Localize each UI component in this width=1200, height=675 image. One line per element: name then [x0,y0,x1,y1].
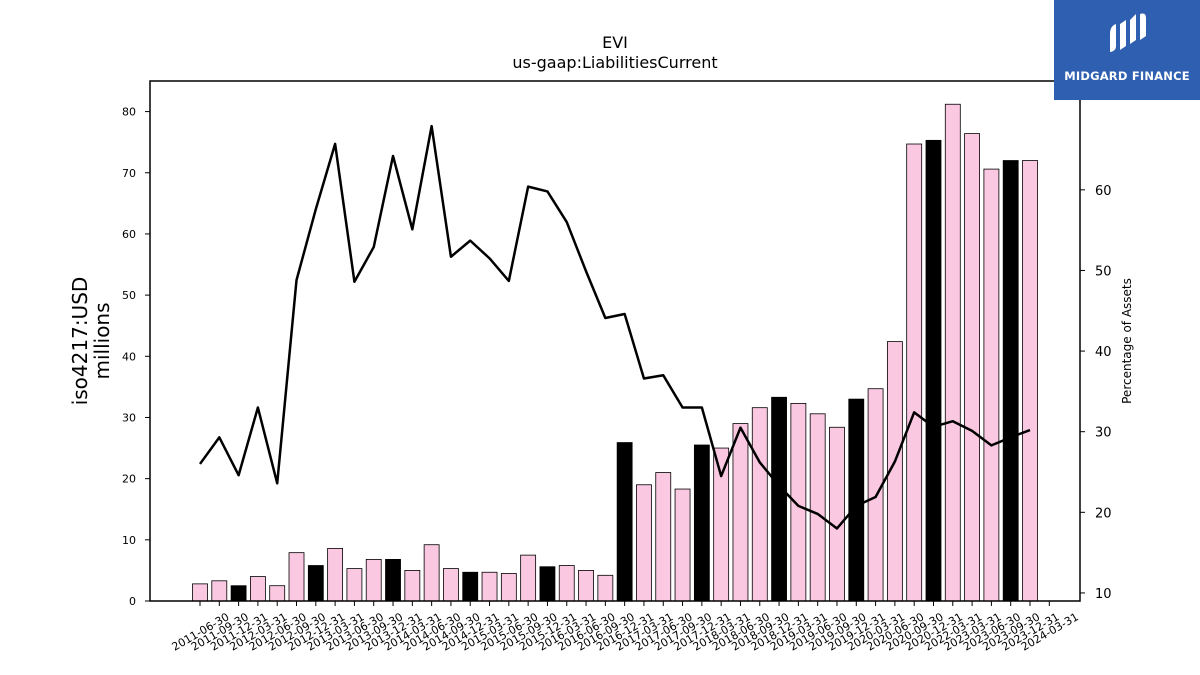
left-tick-label: 60 [122,228,136,241]
left-tick-label: 80 [122,106,136,119]
chart-subtitle: us-gaap:LiabilitiesCurrent [512,53,718,72]
bar [655,472,672,602]
left-tick-label: 40 [122,350,136,363]
midgard-finance-logo: MIDGARD FINANCE [1054,0,1200,100]
bar [520,554,537,602]
left-tick-label: 20 [122,473,136,486]
bar [713,447,730,602]
plot-frame [149,80,1081,602]
bar [500,573,517,602]
bar [288,552,305,602]
bar [307,565,324,602]
bar [983,168,1000,602]
right-tick-label: 40 [1095,345,1112,360]
bar [443,568,459,602]
bar [906,143,923,602]
left-tick-label: 0 [129,595,136,608]
bar [192,583,208,602]
right-tick-label: 50 [1095,264,1112,279]
bar [809,413,826,602]
bar [790,402,807,602]
bar [1002,160,1019,602]
bar [346,568,363,602]
left-tick-label: 10 [122,534,136,547]
bar [693,444,710,602]
bar [578,570,594,602]
bar [481,571,498,602]
bar [558,565,575,602]
bar [1022,160,1038,602]
bar [848,398,865,602]
bar [829,426,845,602]
bar [964,133,980,602]
bar [751,407,768,602]
chart-title: EVI [602,33,628,52]
bar [327,547,344,602]
right-tick-label: 10 [1095,587,1112,602]
right-tick-label: 60 [1095,184,1112,199]
right-axis-label: Percentage of Assets [1120,278,1134,404]
bar [636,484,652,602]
bar [365,559,382,602]
right-tick-label: 30 [1095,426,1112,441]
bar [385,559,401,602]
right-tick-label: 20 [1095,506,1112,521]
left-tick-label: 30 [122,411,136,424]
bar [616,442,633,602]
logo-text: MIDGARD FINANCE [1064,69,1190,83]
bar [211,580,228,602]
bar [250,576,266,602]
left-tick-label: 70 [122,167,136,180]
bar [539,566,556,602]
series-line [198,124,1031,530]
bar [230,585,247,602]
left-tick-label: 50 [122,289,136,302]
logo-mark-icon [1110,13,1146,52]
bar [423,544,440,602]
bar [674,488,691,602]
bar [597,574,614,602]
bar [771,396,787,602]
bar [462,571,479,602]
bar [732,423,749,602]
bar [944,103,961,602]
bar [269,585,286,602]
left-axis-label: iso4217:USDmillions [68,277,114,406]
bar [404,570,421,602]
bar [925,139,942,602]
